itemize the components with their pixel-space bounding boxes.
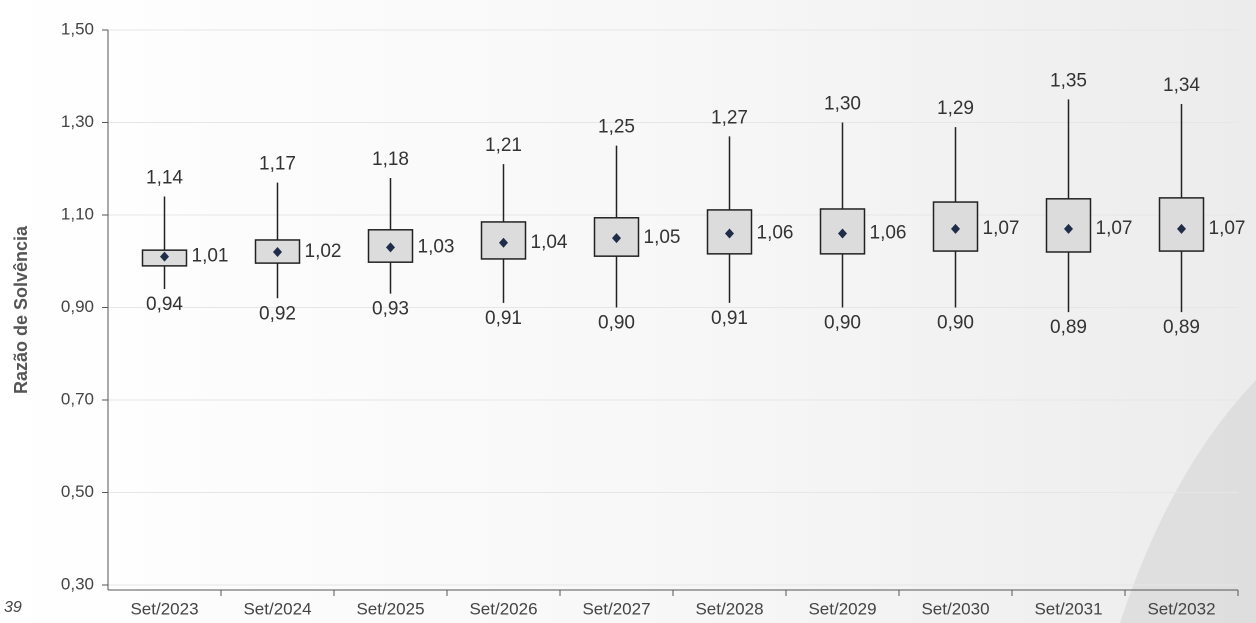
x-tick-label: Set/2028: [695, 599, 763, 618]
corner-text: 39: [4, 599, 22, 616]
min-label: 0,89: [1050, 317, 1087, 338]
x-tick-label: Set/2023: [130, 599, 198, 618]
mean-marker: [838, 228, 847, 239]
max-label: 1,27: [711, 107, 748, 128]
mean-label: 1,02: [305, 241, 342, 262]
max-label: 1,30: [824, 94, 861, 115]
mean-label: 1,05: [644, 227, 681, 248]
y-tick-label: 0,50: [61, 482, 94, 501]
x-tick-label: Set/2031: [1034, 599, 1102, 618]
min-label: 0,90: [598, 313, 635, 334]
mean-label: 1,06: [757, 223, 794, 244]
y-axis-title: Razão de Solvência: [11, 225, 31, 394]
mean-label: 1,07: [1209, 218, 1246, 239]
max-label: 1,34: [1163, 75, 1200, 96]
max-label: 1,29: [937, 98, 974, 119]
max-label: 1,21: [485, 135, 522, 156]
mean-marker: [725, 228, 734, 239]
y-tick-label: 1,50: [61, 19, 94, 38]
min-label: 0,92: [259, 303, 296, 324]
x-tick-label: Set/2029: [808, 599, 876, 618]
x-tick-label: Set/2025: [356, 599, 424, 618]
y-tick-label: 0,70: [61, 389, 94, 408]
mean-label: 1,07: [983, 218, 1020, 239]
max-label: 1,35: [1050, 70, 1087, 91]
x-tick-label: Set/2024: [243, 599, 311, 618]
mean-marker: [386, 242, 395, 253]
mean-label: 1,07: [1096, 218, 1133, 239]
min-label: 0,91: [485, 308, 522, 329]
decor-swoosh: [1120, 380, 1256, 623]
x-tick-label: Set/2030: [921, 599, 989, 618]
y-tick-label: 1,30: [61, 112, 94, 131]
min-label: 0,91: [711, 308, 748, 329]
mean-label: 1,01: [192, 246, 229, 267]
mean-label: 1,03: [418, 236, 455, 257]
mean-marker: [273, 247, 282, 257]
min-label: 0,89: [1163, 317, 1200, 338]
mean-label: 1,06: [870, 223, 907, 244]
min-label: 0,93: [372, 299, 409, 320]
max-label: 1,25: [598, 117, 635, 138]
max-label: 1,18: [372, 149, 409, 170]
y-tick-label: 0,30: [61, 574, 94, 593]
x-tick-label: Set/2026: [469, 599, 537, 618]
mean-marker: [612, 233, 621, 244]
min-label: 0,94: [146, 294, 183, 315]
box: [593, 217, 640, 257]
mean-label: 1,04: [531, 232, 568, 253]
mean-marker: [499, 237, 508, 248]
max-label: 1,17: [259, 154, 296, 175]
max-label: 1,14: [146, 168, 183, 189]
mean-marker: [1177, 223, 1186, 234]
min-label: 0,90: [937, 313, 974, 334]
mean-marker: [1064, 223, 1073, 234]
x-tick-label: Set/2032: [1147, 599, 1215, 618]
y-tick-label: 0,90: [61, 297, 94, 316]
mean-marker: [951, 223, 960, 234]
y-tick-label: 1,10: [61, 204, 94, 223]
x-tick-label: Set/2027: [582, 599, 650, 618]
min-label: 0,90: [824, 313, 861, 334]
mean-marker: [160, 251, 169, 262]
